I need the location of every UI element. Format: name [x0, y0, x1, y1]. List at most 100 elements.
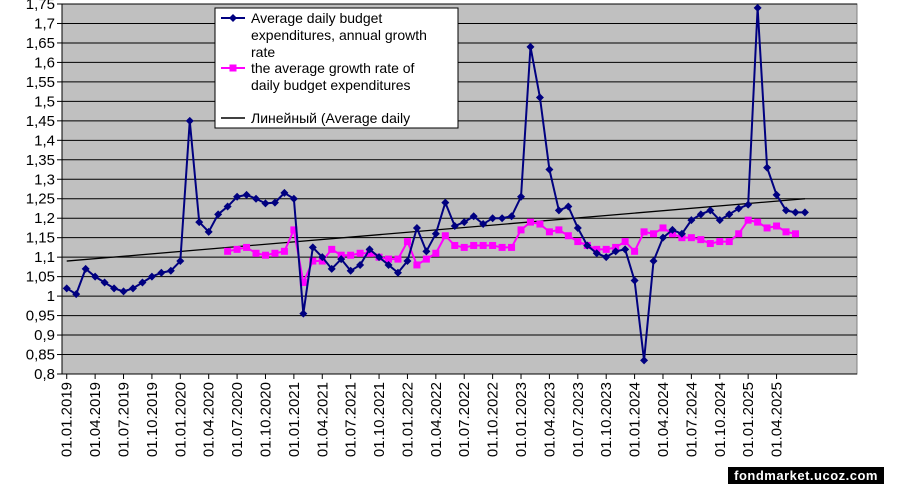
y-tick-label: 1,35	[26, 152, 55, 169]
data-point	[744, 216, 752, 224]
data-point	[157, 268, 166, 277]
x-tick-label: 01.01.2022	[399, 382, 416, 457]
x-tick-label: 01.10.2021	[371, 382, 388, 457]
x-tick-label: 01.01.2023	[513, 382, 530, 457]
data-point	[564, 232, 572, 240]
data-point	[725, 210, 734, 219]
data-point	[252, 194, 261, 203]
data-point	[223, 202, 232, 211]
data-point	[261, 251, 269, 259]
data-point	[697, 236, 705, 244]
data-point	[782, 228, 790, 236]
data-point	[318, 253, 327, 262]
x-tick-label: 01.01.2025	[740, 382, 757, 457]
data-point	[507, 212, 516, 221]
data-point	[706, 206, 715, 215]
legend-marker	[229, 14, 237, 22]
data-point	[394, 255, 402, 263]
data-point	[308, 243, 317, 252]
data-point	[327, 264, 336, 273]
data-point	[451, 241, 459, 249]
x-tick-label: 01.07.2024	[683, 382, 700, 457]
data-point	[280, 188, 289, 197]
data-point	[706, 240, 714, 248]
data-point	[375, 253, 384, 262]
data-point	[677, 229, 686, 238]
data-point	[233, 192, 242, 201]
data-point	[81, 264, 90, 273]
data-point	[555, 226, 563, 234]
data-point	[100, 278, 109, 287]
x-tick-label: 01.04.2021	[314, 382, 331, 457]
legend-label: the average growth rate of daily budget e…	[251, 60, 415, 93]
x-axis: 01.01.2019 01.04.2019 01.07.2019 01.10.2019…	[59, 373, 857, 457]
y-tick-label: 1	[47, 288, 55, 305]
y-tick-label: 1,65	[26, 35, 55, 52]
watermark: fondmarket.ucoz.com	[728, 467, 884, 484]
data-point	[574, 238, 582, 246]
x-tick-label: 01.07.2020	[229, 382, 246, 457]
data-point	[592, 249, 601, 258]
data-point	[214, 210, 223, 219]
data-point	[545, 228, 553, 236]
data-point	[564, 202, 573, 211]
data-point	[233, 245, 241, 253]
y-tick-label: 1,1	[34, 249, 55, 266]
y-tick-label: 1,5	[34, 93, 55, 110]
plot-area	[61, 3, 858, 375]
x-tick-label: 01.04.2019	[87, 382, 104, 457]
data-point	[782, 206, 791, 215]
y-tick-label: 1,25	[26, 191, 55, 208]
data-point	[744, 200, 753, 209]
data-point	[460, 243, 468, 251]
data-point	[128, 284, 137, 293]
x-tick-label: 01.04.2020	[201, 382, 218, 457]
data-point	[403, 238, 411, 246]
data-point	[252, 249, 260, 257]
data-point	[517, 192, 526, 201]
data-point	[138, 278, 147, 287]
data-point	[611, 247, 620, 256]
data-point	[687, 234, 695, 242]
data-point	[526, 42, 535, 51]
data-point	[649, 257, 658, 266]
data-point	[772, 190, 781, 199]
y-tick-label: 1,6	[34, 54, 55, 71]
data-point	[176, 257, 185, 266]
data-point	[185, 116, 194, 125]
data-point	[498, 214, 507, 223]
y-tick-label: 1,7	[34, 15, 55, 32]
data-point	[195, 218, 204, 227]
data-point	[384, 260, 393, 269]
data-point	[763, 224, 771, 232]
data-point	[460, 218, 469, 227]
y-tick-label: 0,85	[26, 347, 55, 364]
data-point	[763, 163, 772, 172]
x-tick-label: 01.07.2021	[343, 382, 360, 457]
data-point	[224, 247, 232, 255]
data-point	[716, 238, 724, 246]
data-point	[479, 220, 488, 229]
data-point	[337, 255, 346, 264]
y-tick-label: 1,2	[34, 210, 55, 227]
data-point	[413, 261, 421, 269]
data-point	[659, 224, 667, 232]
data-point	[242, 190, 251, 199]
data-point	[489, 241, 497, 249]
data-point	[356, 249, 364, 257]
x-tick-label: 01.07.2019	[116, 382, 133, 457]
data-point	[773, 222, 781, 230]
legend-label: Average daily budget expenditures, annual…	[251, 10, 427, 60]
data-point	[119, 287, 128, 296]
data-point	[72, 290, 81, 299]
data-point	[346, 266, 355, 275]
y-tick-label: 0,9	[34, 327, 55, 344]
y-tick-label: 0,95	[26, 308, 55, 325]
data-point	[602, 253, 611, 262]
legend-label: Линейный (Average daily	[251, 110, 410, 126]
legend-box	[214, 7, 459, 129]
data-point	[110, 284, 119, 293]
data-point	[735, 230, 743, 238]
data-point	[470, 241, 478, 249]
data-point	[508, 243, 516, 251]
